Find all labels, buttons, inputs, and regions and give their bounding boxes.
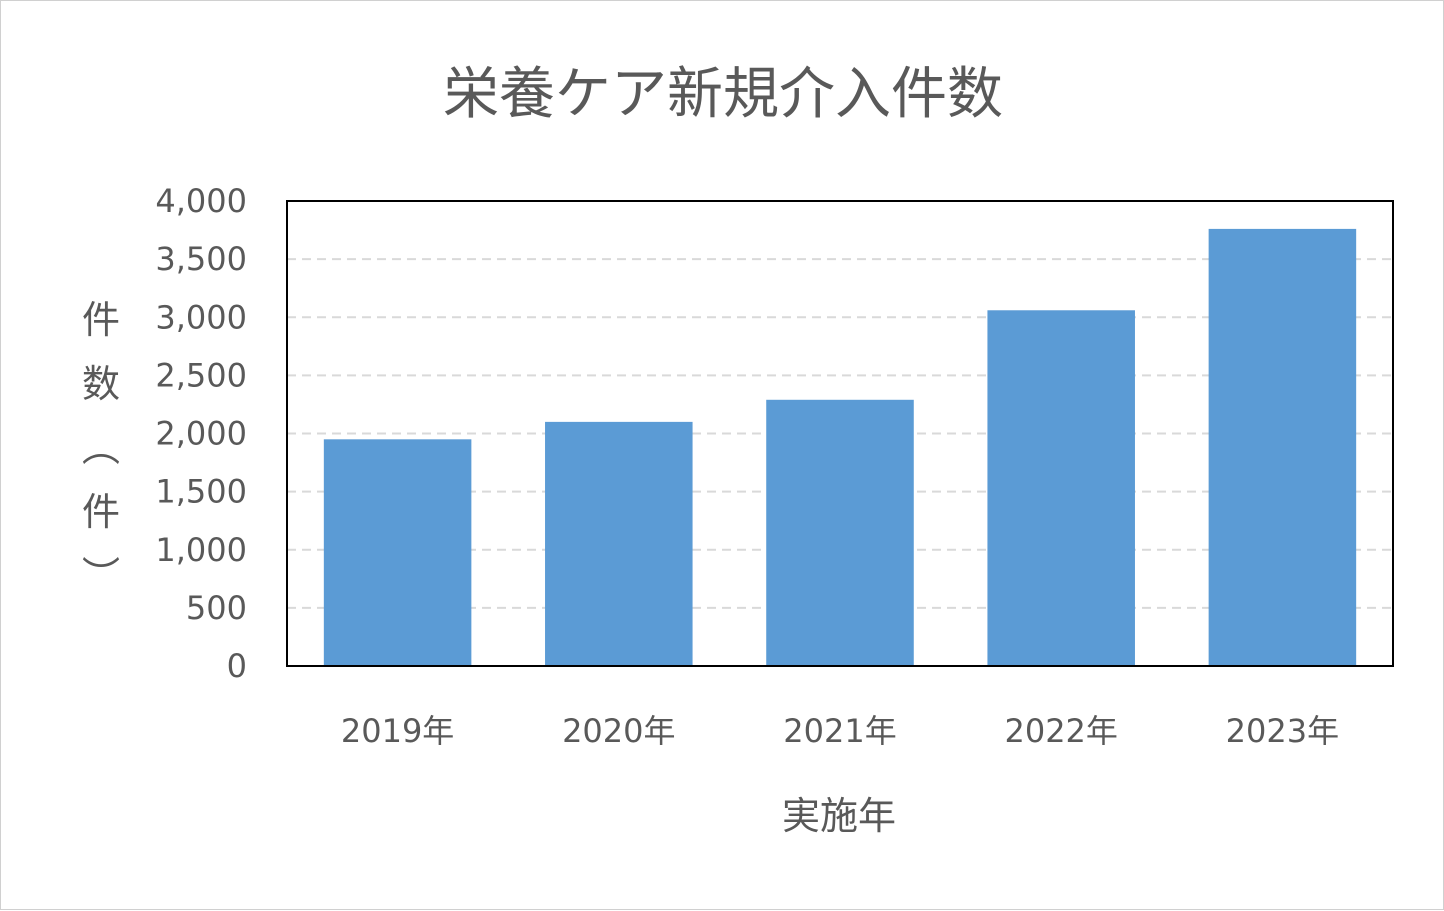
y-tick-label: 3,000 xyxy=(155,298,247,336)
y-axis-ticks: 0 500 1,000 1,500 2,000 2,500 3,000 3,500 4,000 xyxy=(155,182,247,685)
x-tick-label: 2020年 xyxy=(562,712,675,750)
chart-title: 栄養ケア新規介入件数 xyxy=(443,62,1003,127)
x-tick-label: 2021年 xyxy=(783,712,896,750)
y-tick-label: 2,000 xyxy=(155,415,247,453)
y-tick-label: 500 xyxy=(186,589,247,627)
y-tick-label: 2,500 xyxy=(155,356,247,394)
bar-2023年 xyxy=(1208,228,1357,666)
bar-2022年 xyxy=(987,310,1135,666)
y-tick-label: 1,500 xyxy=(155,473,247,511)
y-tick-label: 3,500 xyxy=(155,240,247,278)
y-axis-label: 件数︵件︶ xyxy=(82,298,120,598)
y-tick-label: 1,000 xyxy=(155,531,247,569)
bar-2021年 xyxy=(766,399,914,666)
bar-2020年 xyxy=(545,421,693,666)
bars xyxy=(323,228,1357,666)
x-tick-label: 2023年 xyxy=(1226,712,1339,750)
bar-2019年 xyxy=(323,439,472,666)
x-axis-label: 実施年 xyxy=(782,794,896,838)
y-tick-label: 0 xyxy=(227,647,247,685)
plot-border xyxy=(286,200,1394,667)
x-tick-label: 2022年 xyxy=(1004,712,1117,750)
y-tick-label: 4,000 xyxy=(155,182,247,220)
x-tick-label: 2019年 xyxy=(341,712,454,750)
x-axis-ticks: 2019年 2020年 2021年 2022年 2023年 xyxy=(341,712,1339,750)
